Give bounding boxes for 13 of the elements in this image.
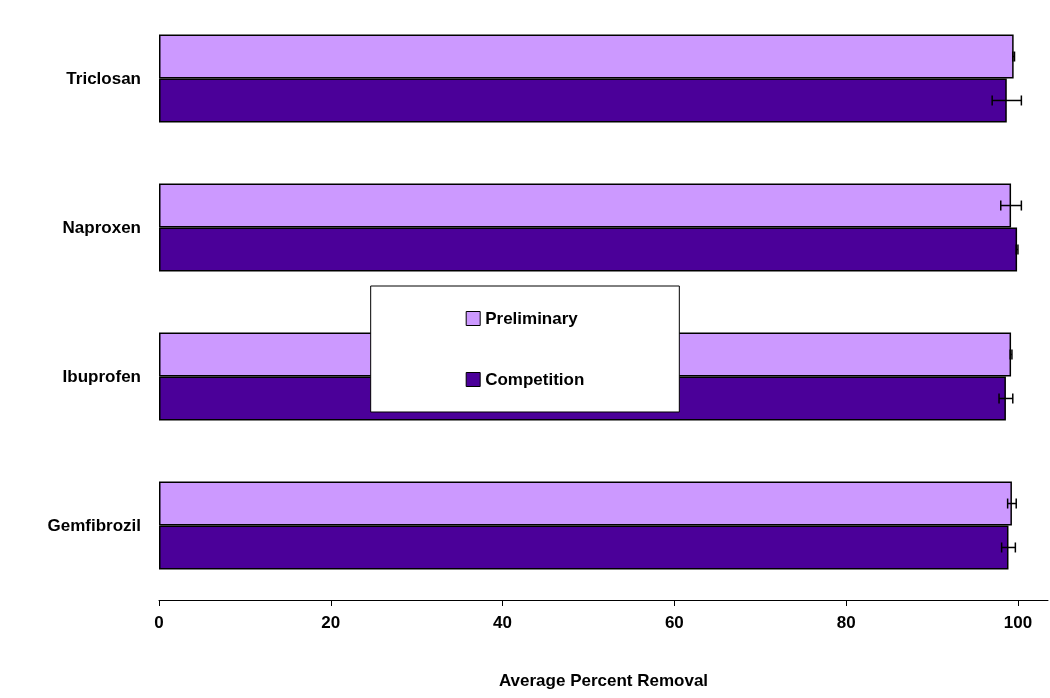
- x-tick-label: 80: [836, 613, 856, 632]
- y-tick-label: Gemfibrozil: [47, 516, 141, 535]
- y-tick-label: Ibuprofen: [62, 367, 141, 386]
- x-tick-label: 100: [1003, 613, 1033, 632]
- x-tick-label: 20: [321, 613, 341, 632]
- x-axis-title: Average Percent Removal: [498, 671, 709, 690]
- legend-label: Competition: [485, 370, 585, 389]
- x-tick-label: 0: [154, 613, 164, 632]
- x-tick-label: 60: [664, 613, 684, 632]
- y-tick-label: Triclosan: [66, 69, 141, 88]
- x-tick-label: 40: [493, 613, 513, 632]
- legend-label: Preliminary: [485, 309, 579, 328]
- y-tick-label: Naproxen: [62, 218, 141, 237]
